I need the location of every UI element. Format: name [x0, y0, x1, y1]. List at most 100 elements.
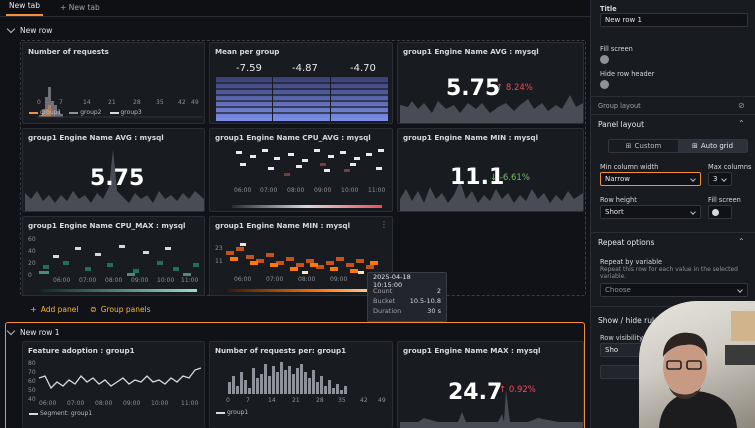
heatmap-tooltip: 2025-04-18 10:15:00 Count 2 Bucket 10.5-10… — [367, 272, 447, 322]
layout-custom-option[interactable]: ⊞ Custom — [625, 142, 662, 150]
x-tick: 06:00 — [234, 187, 252, 194]
repeat-variable-select[interactable]: Choose — [600, 283, 748, 297]
sparkline — [25, 149, 204, 211]
row-title-input[interactable]: New row 1 — [600, 13, 748, 27]
show-button[interactable]: Sho — [600, 343, 648, 357]
row-header-new-row[interactable]: New row — [0, 24, 52, 36]
stat-delta: ↑ 0.92% — [499, 385, 536, 395]
x-tick: 10:00 — [151, 400, 169, 407]
min-column-width-select[interactable]: Narrow — [600, 172, 701, 186]
x-tick: 09:00 — [314, 187, 332, 194]
y-tick: 0 — [28, 272, 32, 279]
y-tick: 50 — [28, 387, 36, 394]
x-tick: 21 — [292, 397, 300, 404]
panel-avg-stat-2[interactable]: group1 Engine Name AVG : mysql 5.75 — [22, 128, 205, 212]
max-columns-select[interactable]: 3 — [708, 172, 732, 186]
x-tick: 11:00 — [181, 277, 199, 284]
tab-add-new[interactable]: New tab — [57, 3, 103, 16]
legend-item[interactable]: Segment: group1 — [29, 410, 92, 417]
hide-header-label: Hide row header — [600, 70, 655, 78]
tab-bar: New tab New tab — [0, 0, 590, 17]
panel-title: Number of requests — [28, 47, 109, 56]
panel-mean-per-group[interactable]: Mean per group -7.59 -4.87 -4.70 — [209, 42, 393, 124]
panel-layout-header[interactable]: Panel layout — [598, 120, 645, 129]
x-tick: 49 — [378, 397, 386, 404]
x-tick: 07:00 — [266, 276, 284, 283]
sparkline — [400, 95, 583, 123]
stat-value: 5.75 — [446, 76, 501, 101]
y-tick: 40 — [28, 248, 36, 255]
group-panels-button[interactable]: ⊜ Group panels — [90, 305, 151, 314]
grid-icon: ⊞ — [625, 142, 632, 150]
layout-mode-segment[interactable]: ⊞ Custom ⊞ Auto grid — [608, 139, 748, 153]
chevron-down-icon — [690, 176, 696, 182]
x-tick: 11:00 — [368, 187, 386, 194]
layout-auto-grid-option[interactable]: ⊞ Auto grid — [678, 140, 747, 152]
panel-title: group1 Engine Name CPU_MAX : mysql — [28, 221, 186, 230]
legend: group1 group2 group3 — [29, 109, 142, 116]
x-tick: 7 — [59, 99, 63, 106]
y-tick: 60 — [28, 236, 36, 243]
repeat-by-variable-label: Repeat by variable — [600, 258, 663, 266]
color-scale — [41, 289, 197, 292]
fill-screen-toggle-2[interactable] — [708, 205, 732, 219]
y-tick: 40 — [28, 396, 36, 403]
heatmap-chart — [232, 149, 384, 208]
fill-screen-toggle[interactable] — [600, 55, 609, 64]
row-height-label: Row height — [600, 196, 637, 204]
add-panel-button[interactable]: + Add panel — [30, 305, 79, 314]
group-icon: ⊜ — [90, 305, 97, 314]
legend-item[interactable]: group1 — [216, 409, 248, 416]
panel-number-of-requests[interactable]: Number of requests 0 7 14 21 28 35 42 49… — [22, 42, 205, 124]
repeat-options-header[interactable]: Repeat options — [598, 238, 655, 247]
x-tick: 11:00 — [181, 400, 199, 407]
row-container-selected[interactable] — [5, 322, 585, 428]
x-tick: 14 — [268, 397, 276, 404]
x-tick: 0 — [37, 99, 41, 106]
panel-min-stat[interactable]: group1 Engine Name MIN : mysql 11.1 ↓ -6… — [397, 128, 584, 212]
fill-screen-label-2: Fill screen — [708, 196, 741, 204]
legend-item[interactable]: group1 — [29, 109, 61, 116]
panel-min-heatmap[interactable]: group1 Engine Name MIN : mysql ⋮ 23 11 0… — [209, 216, 393, 296]
plus-icon: + — [30, 305, 37, 314]
x-tick: 10:00 — [157, 277, 175, 284]
panel-avg-stat[interactable]: group1 Engine Name AVG : mysql 5.75 ↑ 8.… — [397, 42, 584, 124]
legend-item[interactable]: group2 — [69, 109, 102, 116]
x-tick: 08:00 — [298, 276, 316, 283]
group-layout-label[interactable]: Group layout — [598, 102, 641, 110]
panel-requests-per-group[interactable]: Number of requests per: group1 0 7 14 21… — [209, 341, 393, 428]
panel-cpu-avg[interactable]: group1 Engine Name CPU_AVG : mysql 06:00… — [209, 128, 393, 212]
chevron-down-icon — [737, 287, 743, 293]
chevron-up-icon[interactable]: ⌃ — [738, 119, 745, 128]
legend: group1 — [216, 409, 248, 416]
tab-new-tab[interactable]: New tab — [6, 1, 44, 16]
show-hide-rules-header[interactable]: Show / hide rules — [598, 316, 663, 325]
y-tick: 20 — [28, 260, 36, 267]
hide-header-toggle[interactable] — [600, 80, 609, 89]
presenter-image — [659, 311, 755, 428]
panel-max-stat[interactable]: group1 Engine Name MAX : mysql 24.7 ↑ 0.… — [397, 341, 584, 428]
panel-feature-adoption[interactable]: Feature adoption : group1 80 70 60 50 40… — [22, 341, 205, 428]
panel-menu-icon[interactable]: ⋮ — [380, 220, 388, 229]
bar-gauge-chart — [216, 77, 388, 121]
stat-delta: ↑ 8.24% — [496, 83, 533, 93]
row-header-new-row-1[interactable]: New row 1 — [0, 326, 60, 338]
row-title: New row 1 — [20, 327, 60, 337]
y-tick: 11 — [215, 258, 223, 265]
panel-title: Mean per group — [215, 47, 280, 56]
x-tick: 28 — [133, 99, 141, 106]
chevron-down-icon — [6, 24, 16, 33]
group-mean-value: -7.59 — [236, 63, 262, 74]
panel-cpu-max[interactable]: group1 Engine Name CPU_MAX : mysql 60 40… — [22, 216, 205, 296]
row-visibility-label: Row visibility — [600, 334, 643, 342]
stat-delta: ↓ -6.61% — [490, 173, 530, 183]
x-tick: 08:00 — [105, 277, 123, 284]
chevron-up-icon[interactable]: ⌃ — [738, 237, 745, 246]
row-height-select[interactable]: Short — [600, 205, 701, 219]
legend-item[interactable]: group3 — [109, 109, 142, 116]
x-tick: 09:00 — [330, 276, 348, 283]
x-tick: 7 — [246, 397, 250, 404]
x-tick: 0 — [226, 397, 230, 404]
x-tick: 06:00 — [53, 277, 71, 284]
x-tick: 42 — [360, 397, 368, 404]
